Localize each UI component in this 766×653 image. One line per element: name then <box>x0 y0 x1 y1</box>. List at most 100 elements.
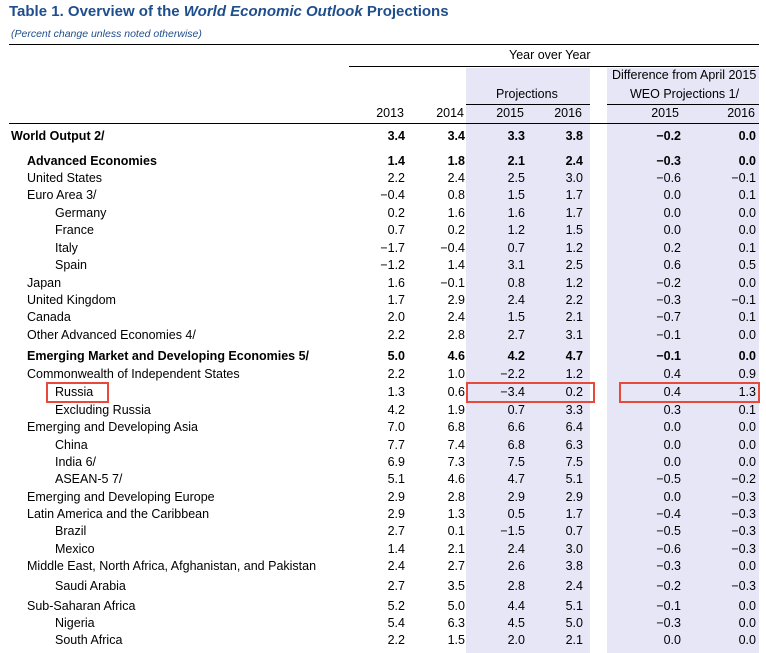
row-value: 5.0 <box>387 349 405 363</box>
row-value: −0.3 <box>656 616 681 630</box>
table-row: Sub-Saharan Africa 5.2 5.0 4.4 5.1 −0.1 0.0 <box>0 598 766 615</box>
row-value: 3.3 <box>565 403 583 417</box>
row-value: 0.4 <box>663 367 681 381</box>
row-value: 0.2 <box>663 241 681 255</box>
row-value: −0.6 <box>656 171 681 185</box>
table-row: Middle East, North Africa, Afghanistan, … <box>0 558 766 575</box>
row-label: Emerging and Developing Europe <box>27 490 215 504</box>
table-row: Italy −1.7 −0.4 0.7 1.2 0.2 0.1 <box>0 240 766 257</box>
row-value: 3.0 <box>565 542 583 556</box>
row-value: 5.2 <box>387 599 405 613</box>
row-label: United States <box>27 171 103 185</box>
year-header: 2015 <box>496 106 524 120</box>
row-value: 0.0 <box>663 206 681 220</box>
row-value: −0.3 <box>656 293 681 307</box>
row-value: 0.0 <box>738 206 756 220</box>
row-value: −0.1 <box>731 293 756 307</box>
row-value: 2.1 <box>507 154 525 168</box>
row-value: 7.4 <box>447 438 465 452</box>
table-row: Emerging and Developing Europe 2.9 2.8 2.9 2… <box>0 489 766 506</box>
table-row: Canada 2.0 2.4 1.5 2.1 −0.7 0.1 <box>0 309 766 326</box>
row-value: 2.4 <box>565 579 583 593</box>
row-value: 3.4 <box>447 129 465 143</box>
row-value: 0.9 <box>738 367 756 381</box>
header-projections: Projections <box>496 87 558 101</box>
row-value: 1.6 <box>387 276 405 290</box>
row-value: 0.0 <box>663 633 681 647</box>
row-value: 2.9 <box>387 507 405 521</box>
table-row: Germany 0.2 1.6 1.6 1.7 0.0 0.0 <box>0 205 766 222</box>
row-value: 0.4 <box>663 385 681 399</box>
row-value: 1.2 <box>507 223 525 237</box>
row-value: −0.1 <box>656 328 681 342</box>
row-value: 0.0 <box>663 455 681 469</box>
row-value: −1.5 <box>500 524 525 538</box>
row-value: 1.3 <box>447 507 465 521</box>
table-row: South Africa 2.2 1.5 2.0 2.1 0.0 0.0 <box>0 632 766 649</box>
table-row: United Kingdom 1.7 2.9 2.4 2.2 −0.3 −0.1 <box>0 292 766 309</box>
row-value: 2.8 <box>507 579 525 593</box>
row-value: 0.7 <box>387 223 405 237</box>
row-value: 0.0 <box>738 559 756 573</box>
rule-top <box>9 44 759 45</box>
row-value: 7.5 <box>507 455 525 469</box>
row-label: Spain <box>55 258 87 272</box>
row-value: 2.2 <box>387 633 405 647</box>
row-value: 0.8 <box>507 276 525 290</box>
row-value: 0.0 <box>663 420 681 434</box>
row-value: 1.7 <box>565 507 583 521</box>
row-value: 2.0 <box>387 310 405 324</box>
row-value: −0.3 <box>731 542 756 556</box>
year-header: 2014 <box>436 106 464 120</box>
row-value: 1.0 <box>447 367 465 381</box>
row-value: 3.1 <box>507 258 525 272</box>
row-label: South Africa <box>55 633 123 647</box>
row-value: 3.3 <box>507 129 525 143</box>
row-label: Middle East, North Africa, Afghanistan, … <box>27 559 317 573</box>
row-value: 6.9 <box>387 455 405 469</box>
row-value: 5.4 <box>387 616 405 630</box>
table-row: Nigeria 5.4 6.3 4.5 5.0 −0.3 0.0 <box>0 615 766 632</box>
row-value: −0.3 <box>731 579 756 593</box>
row-label: Emerging Market and Developing Economies… <box>27 349 310 363</box>
table-row: Commonwealth of Independent States 2.2 1.0… <box>0 366 766 383</box>
rule-difference <box>607 104 759 105</box>
row-value: 0.0 <box>738 349 756 363</box>
row-value: 0.6 <box>447 385 465 399</box>
row-label: World Output 2/ <box>11 129 105 143</box>
row-value: −1.2 <box>380 258 405 272</box>
row-value: 1.4 <box>387 542 405 556</box>
header-difference-line2: WEO Projections 1/ <box>630 87 740 101</box>
table-row: India 6/6.9 7.3 7.5 7.5 0.0 0.0 <box>0 454 766 471</box>
row-label: Brazil <box>55 524 87 538</box>
row-value: 0.5 <box>507 507 525 521</box>
row-value: 7.3 <box>447 455 465 469</box>
row-value: −0.2 <box>731 472 756 486</box>
row-value: 2.4 <box>447 310 465 324</box>
row-value: −0.1 <box>656 599 681 613</box>
row-value: 0.0 <box>738 223 756 237</box>
table-row: Brazil 2.7 0.1 −1.5 0.7 −0.5 −0.3 <box>0 523 766 540</box>
row-value: 6.8 <box>447 420 465 434</box>
row-value: 2.1 <box>565 310 583 324</box>
row-value: 2.8 <box>447 328 465 342</box>
table-subtitle: (Percent change unless noted otherwise) <box>11 28 202 40</box>
row-value: 2.2 <box>387 171 405 185</box>
row-label: India 6/ <box>55 455 97 469</box>
row-value: 2.5 <box>565 258 583 272</box>
row-value: 3.8 <box>565 559 583 573</box>
row-label: Other Advanced Economies 4/ <box>27 328 196 342</box>
table-row: Saudi Arabia 2.7 3.5 2.8 2.4 −0.2 −0.3 <box>0 578 766 595</box>
row-value: 1.6 <box>447 206 465 220</box>
row-value: 0.0 <box>663 438 681 452</box>
row-label: United Kingdom <box>27 293 116 307</box>
row-value: 2.8 <box>447 490 465 504</box>
row-value: 0.0 <box>738 438 756 452</box>
table-row: Euro Area 3/ −0.4 0.8 1.5 1.7 0.0 0.1 <box>0 187 766 204</box>
row-value: 5.0 <box>447 599 465 613</box>
row-value: 4.2 <box>387 403 405 417</box>
table-row: Emerging Market and Developing Economies… <box>0 348 766 365</box>
row-value: −0.2 <box>656 579 681 593</box>
row-value: 3.8 <box>565 129 583 143</box>
row-value: 2.7 <box>447 559 465 573</box>
